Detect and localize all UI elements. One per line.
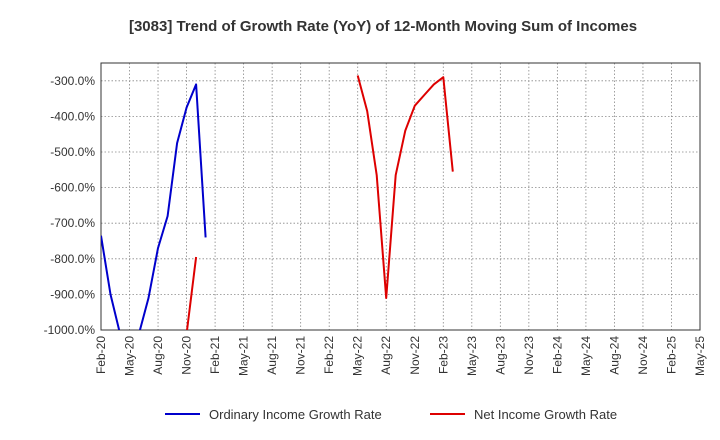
x-tick-label: May-25: [693, 336, 707, 376]
plot-border: [100, 62, 701, 331]
y-tick-label: -400.0%: [50, 109, 95, 123]
x-tick-label: Nov-22: [408, 336, 422, 375]
plot-area: [101, 63, 700, 330]
legend: Ordinary Income Growth Rate Net Income Gr…: [165, 407, 617, 422]
x-tick-label: Feb-24: [550, 336, 564, 374]
legend-label: Net Income Growth Rate: [474, 407, 617, 422]
x-tick-label: Aug-21: [265, 336, 279, 375]
x-tick-label: Aug-23: [493, 336, 507, 375]
x-tick-label: May-23: [465, 336, 479, 376]
x-tick-label: Aug-20: [151, 336, 165, 375]
series-line-2: [356, 75, 454, 299]
series-line-2: [186, 256, 198, 330]
y-axis-ticks: -300.0% -400.0% -500.0% -600.0% -700.0% -800.…: [44, 74, 96, 337]
x-tick-label: May-24: [579, 336, 593, 376]
x-tick-label: Feb-20: [94, 336, 108, 374]
series-line-1: [138, 83, 207, 330]
x-tick-label: Feb-22: [322, 336, 336, 374]
y-tick-label: -1000.0%: [44, 323, 96, 337]
x-tick-label: Feb-21: [208, 336, 222, 374]
y-tick-label: -600.0%: [50, 181, 95, 195]
series-lines: [101, 75, 454, 330]
x-tick-label: Aug-24: [607, 336, 621, 375]
x-tick-label: Nov-20: [180, 336, 194, 375]
grid-lines: [101, 63, 700, 331]
x-tick-label: May-22: [351, 336, 365, 376]
y-tick-label: -900.0%: [50, 287, 95, 301]
y-tick-label: -800.0%: [50, 252, 95, 266]
x-tick-label: Nov-21: [294, 336, 308, 375]
x-axis-ticks: Feb-20 May-20 Aug-20 Nov-20 Feb-21 May-21 Aug-…: [94, 336, 707, 376]
y-tick-label: -500.0%: [50, 145, 95, 159]
x-tick-label: May-20: [123, 336, 137, 376]
y-tick-label: -300.0%: [50, 74, 95, 88]
y-tick-label: -700.0%: [50, 216, 95, 230]
x-tick-label: Feb-25: [664, 336, 678, 374]
x-tick-label: Aug-22: [379, 336, 393, 375]
x-tick-label: Nov-23: [522, 336, 536, 375]
chart-title: [3083] Trend of Growth Rate (YoY) of 12-…: [129, 18, 637, 35]
x-tick-label: Feb-23: [436, 336, 450, 374]
legend-label: Ordinary Income Growth Rate: [209, 407, 382, 422]
x-tick-label: May-21: [237, 336, 251, 376]
x-tick-label: Nov-24: [636, 336, 650, 375]
series-line-1: [101, 235, 121, 330]
